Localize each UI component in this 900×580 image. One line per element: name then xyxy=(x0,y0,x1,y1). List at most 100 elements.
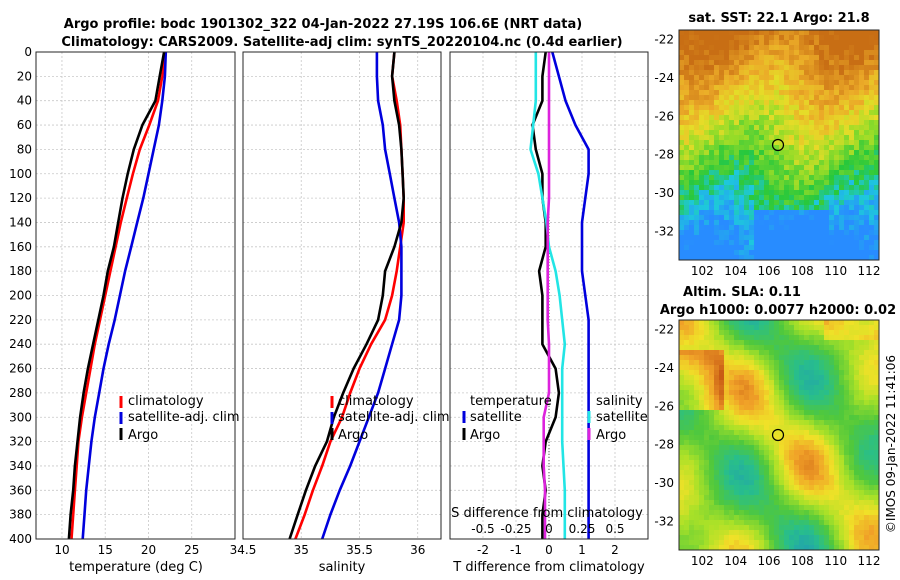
map-cell xyxy=(829,445,835,451)
map-cell xyxy=(839,70,845,76)
map-cell xyxy=(709,320,715,326)
map-cell xyxy=(849,45,855,51)
map-cell xyxy=(844,220,850,226)
map-cell xyxy=(854,400,860,406)
map-cell xyxy=(724,115,730,121)
map-cell xyxy=(859,140,865,146)
map-cell xyxy=(829,240,835,246)
map-cell xyxy=(704,425,710,431)
map-cell xyxy=(709,195,715,201)
map-cell xyxy=(779,225,785,231)
map-cell xyxy=(784,440,790,446)
map-cell xyxy=(859,240,865,246)
map-cell xyxy=(754,450,760,456)
map-cell xyxy=(814,90,820,96)
map-cell xyxy=(819,355,825,361)
map-cell xyxy=(744,40,750,46)
map-cell xyxy=(699,160,705,166)
map-cell xyxy=(814,135,820,141)
map-cell xyxy=(764,215,770,221)
map-cell xyxy=(854,355,860,361)
map-cell xyxy=(754,480,760,486)
map-cell xyxy=(804,110,810,116)
map-cell xyxy=(794,495,800,501)
map-cell xyxy=(699,175,705,181)
map-cell xyxy=(729,345,735,351)
map-cell xyxy=(704,90,710,96)
map-cell xyxy=(704,225,710,231)
y-tick-label: 160 xyxy=(9,240,32,254)
difference-legend-right: salinity satellite Argo xyxy=(587,394,648,443)
map-cell xyxy=(839,455,845,461)
map-cell xyxy=(704,490,710,496)
map-cell xyxy=(729,165,735,171)
map-cell xyxy=(859,210,865,216)
map-cell xyxy=(769,455,775,461)
map-cell xyxy=(714,95,720,101)
map-cell xyxy=(729,190,735,196)
map-cell xyxy=(694,80,700,86)
map-cell xyxy=(844,530,850,536)
map-cell xyxy=(874,165,879,171)
map-cell xyxy=(764,410,770,416)
map-cell xyxy=(769,495,775,501)
map-y-tick-label: -24 xyxy=(654,71,674,85)
map-cell xyxy=(679,125,685,131)
y-tick-label: 260 xyxy=(9,362,32,376)
map-cell xyxy=(739,30,745,36)
map-cell xyxy=(729,380,735,386)
map-cell xyxy=(794,90,800,96)
map-cell xyxy=(684,50,690,56)
map-cell xyxy=(734,190,740,196)
map-cell xyxy=(819,130,825,136)
map-cell xyxy=(749,90,755,96)
map-cell xyxy=(754,505,760,511)
map-cell xyxy=(734,210,740,216)
map-cell xyxy=(824,170,830,176)
map-cell xyxy=(734,165,740,171)
map-cell xyxy=(679,235,685,241)
map-cell xyxy=(864,470,870,476)
map-cell xyxy=(739,350,745,356)
map-cell xyxy=(684,545,690,550)
map-cell xyxy=(689,370,695,376)
map-cell xyxy=(854,365,860,371)
map-cell xyxy=(829,335,835,341)
map-cell xyxy=(694,200,700,206)
map-cell xyxy=(854,185,860,191)
map-cell xyxy=(874,395,879,401)
map-cell xyxy=(719,175,725,181)
map-cell xyxy=(784,55,790,61)
map-cell xyxy=(844,380,850,386)
map-cell xyxy=(724,120,730,126)
map-cell xyxy=(869,65,875,71)
map-cell xyxy=(794,515,800,521)
map-cell xyxy=(694,40,700,46)
map-cell xyxy=(719,450,725,456)
map-cell xyxy=(689,175,695,181)
map-cell xyxy=(699,540,705,546)
map-cell xyxy=(874,185,879,191)
map-cell xyxy=(689,455,695,461)
map-cell xyxy=(769,235,775,241)
map-cell xyxy=(739,490,745,496)
map-cell xyxy=(789,135,795,141)
map-cell xyxy=(769,345,775,351)
map-cell xyxy=(719,100,725,106)
map-cell xyxy=(814,155,820,161)
map-cell xyxy=(764,525,770,531)
map-cell xyxy=(719,50,725,56)
series-line-temperature-satellite xyxy=(551,51,590,539)
map-cell xyxy=(739,425,745,431)
map-cell xyxy=(694,255,700,260)
map-cell xyxy=(719,185,725,191)
map-cell xyxy=(774,75,780,81)
map-cell xyxy=(829,545,835,550)
map-cell xyxy=(739,120,745,126)
map-cell xyxy=(684,95,690,101)
map-cell xyxy=(714,415,720,421)
map-cell xyxy=(799,80,805,86)
map-cell xyxy=(864,95,870,101)
map-cell xyxy=(684,55,690,61)
map-cell xyxy=(869,215,875,221)
